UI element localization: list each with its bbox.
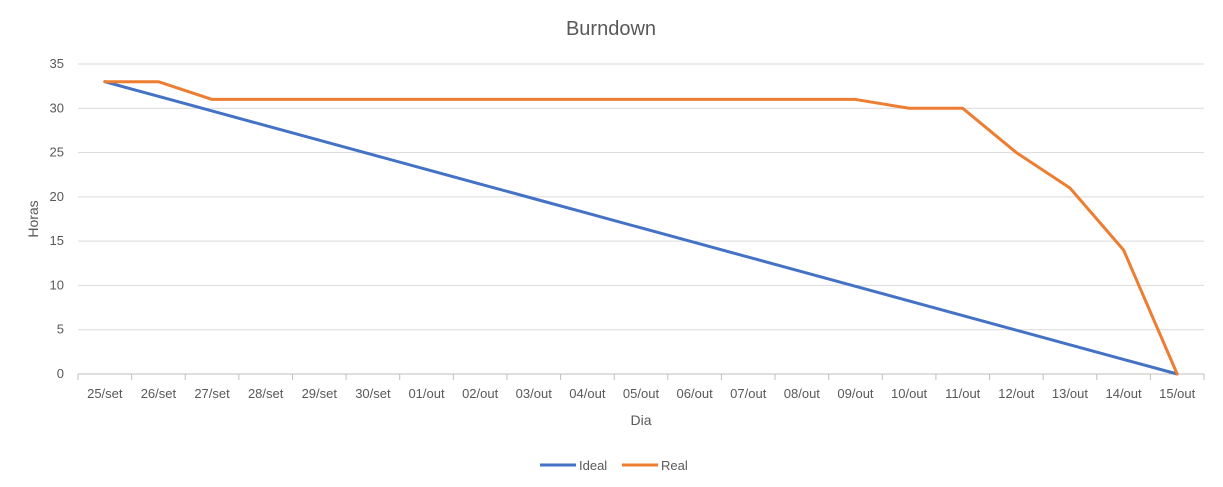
legend-label-ideal: Ideal (579, 458, 607, 473)
x-tick-label: 06/out (677, 386, 714, 401)
y-tick-label: 35 (50, 56, 64, 71)
y-tick-label: 5 (57, 322, 64, 337)
x-tick-label: 12/out (998, 386, 1035, 401)
chart-title: Burndown (566, 18, 656, 40)
x-tick-label: 15/out (1159, 386, 1196, 401)
x-tick-label: 03/out (516, 386, 553, 401)
x-tick-label: 08/out (784, 386, 821, 401)
x-tick-label: 14/out (1105, 386, 1142, 401)
x-tick-label: 05/out (623, 386, 660, 401)
x-tick-label: 25/set (87, 386, 123, 401)
x-tick-label: 01/out (408, 386, 445, 401)
series-lines (103, 80, 1179, 376)
x-tick-label: 02/out (462, 386, 499, 401)
y-tick-label: 15 (50, 233, 64, 248)
x-tick-label: 09/out (837, 386, 874, 401)
y-axis-label: Horas (25, 200, 41, 237)
series-line-real (103, 80, 1179, 376)
series-line-ideal (103, 80, 1179, 376)
y-tick-label: 25 (50, 145, 64, 160)
x-axis-label: Dia (630, 412, 651, 428)
x-tick-label: 07/out (730, 386, 767, 401)
legend-label-real: Real (661, 458, 688, 473)
x-tick-label: 30/set (355, 386, 391, 401)
gridlines (78, 63, 1204, 375)
x-tick-label: 29/set (302, 386, 338, 401)
y-tick-label: 30 (50, 100, 64, 115)
y-tick-labels: 0 5 10 15 20 25 30 35 (50, 56, 64, 381)
x-tick-label: 13/out (1052, 386, 1089, 401)
y-tick-label: 10 (50, 277, 64, 292)
x-tick-label: 27/set (194, 386, 230, 401)
legend: Ideal Real (540, 458, 688, 473)
x-tick-label: 04/out (569, 386, 606, 401)
x-tick-label: 11/out (945, 386, 981, 401)
y-tick-label: 0 (57, 366, 64, 381)
x-tick-labels: 25/set 26/set 27/set 28/set 29/set 30/set 01/o… (77, 374, 1205, 401)
x-tick-label: 10/out (891, 386, 928, 401)
y-tick-label: 20 (50, 189, 64, 204)
x-tick-label: 26/set (141, 386, 177, 401)
x-tick-label: 28/set (248, 386, 284, 401)
